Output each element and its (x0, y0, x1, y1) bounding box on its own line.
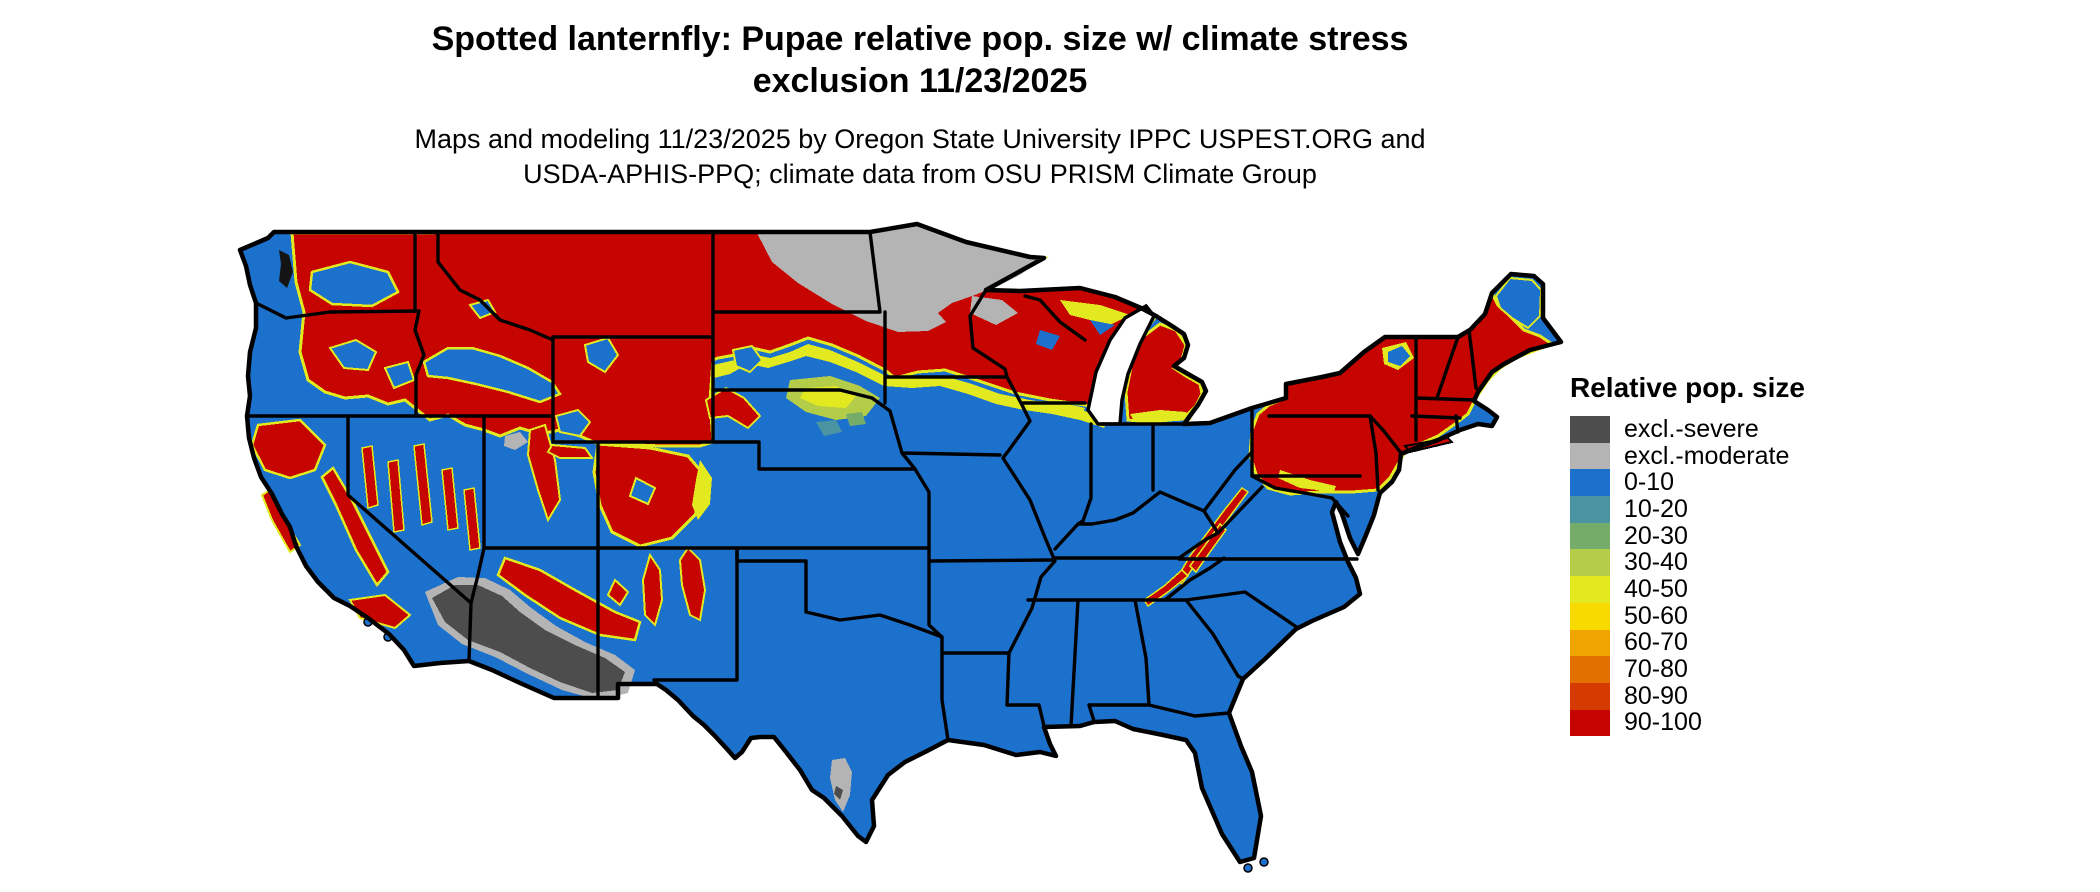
legend-item: 50-60 (1570, 601, 1910, 630)
up-yellow-patch (1060, 300, 1130, 325)
nevada-range-red-2 (387, 459, 405, 533)
nevada-range-red-3 (413, 443, 433, 526)
legend-swatch (1570, 522, 1610, 550)
legend-swatch (1570, 442, 1610, 470)
conus-outline-stroke (237, 221, 1564, 865)
excl-severe-s-texas-speck (834, 786, 843, 800)
legend-item: 70-80 (1570, 655, 1910, 684)
figure-subtitle: Maps and modeling 11/23/2025 by Oregon S… (320, 122, 1520, 192)
colorado-park-blue (628, 476, 657, 506)
legend-label: excl.-severe (1624, 414, 1759, 443)
nevada-range-red-4 (441, 467, 459, 531)
state-borders-south (1026, 509, 1359, 728)
legend-label: 70-80 (1624, 655, 1688, 684)
legend-swatch (1570, 629, 1610, 657)
nm-ridge-red-3 (606, 578, 630, 607)
wasatch-red (526, 423, 562, 523)
legend-label: 30-40 (1624, 548, 1688, 577)
map-legend: Relative pop. size excl.-severe excl.-mod… (1570, 372, 1910, 736)
legend-swatch (1570, 709, 1610, 737)
excl-moderate-northern (757, 224, 1044, 332)
exclusion-layer (425, 224, 1044, 812)
national-outline (237, 221, 1564, 865)
legend-swatch (1570, 416, 1610, 443)
legend-item: 30-40 (1570, 548, 1910, 577)
florida-keys-dot-2 (1259, 857, 1269, 867)
legend-swatch (1570, 549, 1610, 577)
black-hills-blue (731, 344, 764, 374)
legend-label: excl.-moderate (1624, 441, 1790, 470)
florida-keys-dot-1 (1243, 863, 1253, 873)
figure-title: Spotted lanternfly: Pupae relative pop. … (320, 18, 1520, 102)
legend-item: 90-100 (1570, 708, 1910, 737)
e-oregon-blue-1 (328, 338, 378, 372)
subtitle-line-1: Maps and modeling 11/23/2025 by Oregon S… (414, 124, 1426, 154)
nm-ridge-red-1 (678, 546, 707, 622)
legend-title: Relative pop. size (1570, 372, 1805, 403)
excl-moderate-nw-wisconsin (970, 296, 1018, 325)
title-line-2: exclusion 11/23/2025 (752, 62, 1088, 100)
state-borders-plains (711, 230, 1054, 742)
klamath-norcal-red (250, 418, 327, 480)
state-boundaries (245, 230, 1478, 742)
wisconsin-blue-hole (1036, 330, 1060, 350)
legend-item: 10-20 (1570, 494, 1910, 523)
puget-sound (279, 250, 293, 288)
nm-ridge-red-2 (641, 552, 664, 627)
sandhills-green-speck (846, 412, 866, 426)
s-michigan-yellow (1130, 410, 1192, 422)
legend-swatch (1570, 496, 1610, 523)
n-maine-blue (1494, 276, 1543, 330)
legend-item: excl.-moderate (1570, 441, 1910, 470)
legend-item: 40-50 (1570, 574, 1910, 603)
legend-swatch (1570, 469, 1610, 497)
up-blue-patch (1090, 320, 1115, 335)
legend-label: 10-20 (1624, 494, 1688, 523)
legend-label: 60-70 (1624, 628, 1688, 657)
legend-label: 90-100 (1624, 708, 1702, 737)
legend-item: 20-30 (1570, 521, 1910, 550)
e-oregon-blue-2 (383, 360, 416, 390)
legend-label: 50-60 (1624, 601, 1688, 630)
columbia-basin-blue (308, 260, 400, 308)
legend-swatch (1570, 682, 1610, 710)
nevada-range-red-1 (361, 445, 379, 509)
nevada-range-red-5 (463, 487, 481, 551)
adirondack-blue (1388, 346, 1410, 366)
legend-swatch (1570, 576, 1610, 603)
legend-label: 40-50 (1624, 574, 1688, 603)
uinta-red (546, 443, 594, 459)
subtitle-line-2: USDA-APHIS-PPQ; climate data from OSU PR… (523, 159, 1317, 189)
mogollon-rim-red (496, 556, 642, 642)
legend-item: 80-90 (1570, 681, 1910, 710)
legend-swatch (1570, 656, 1610, 683)
legend-label: 20-30 (1624, 521, 1688, 550)
legend-rows: excl.-severe excl.-moderate 0-10 10-20 20-30… (1570, 414, 1910, 737)
legend-item: 60-70 (1570, 628, 1910, 657)
front-range-yellow (692, 460, 712, 520)
bighorn-basin-blue (583, 336, 620, 374)
sandhills-teal-speck (816, 420, 842, 436)
legend-label: 0-10 (1624, 468, 1675, 497)
title-line-1: Spotted lanternfly: Pupae relative pop. … (431, 20, 1409, 58)
legend-item: excl.-severe (1570, 414, 1910, 443)
excl-moderate-s-texas (830, 758, 852, 812)
state-borders-northeast (1216, 328, 1478, 535)
socal-ranges-red (348, 593, 412, 630)
excl-severe-desert (432, 585, 625, 693)
state-borders-west (245, 230, 931, 700)
green-river-basin-blue (554, 408, 592, 438)
legend-swatch (1570, 602, 1610, 630)
plains-yellow-fringe (713, 344, 1108, 428)
state-borders-mississippi (968, 288, 1254, 728)
excl-moderate-gsl-speck (504, 432, 528, 450)
legend-label: 80-90 (1624, 681, 1688, 710)
legend-item: 0-10 (1570, 468, 1910, 497)
snake-plain-blue (422, 346, 562, 404)
sierra-nevada-red (320, 466, 390, 588)
